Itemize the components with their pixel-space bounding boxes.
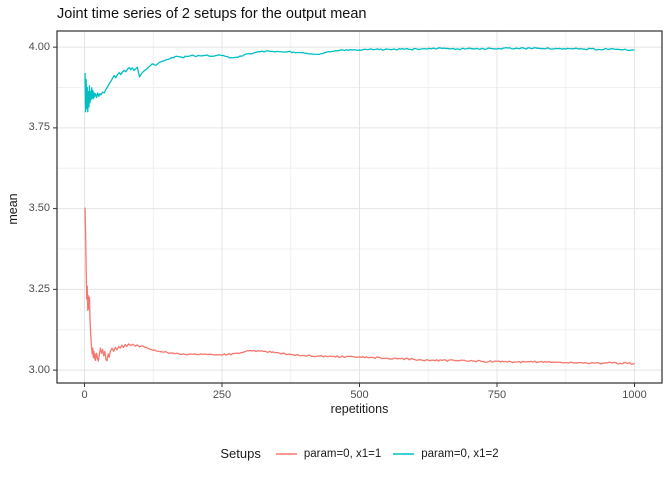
x-tick-label: 750	[487, 389, 507, 401]
legend-label: param=0, x1=1	[303, 447, 382, 460]
x-tick-label: 500	[350, 389, 369, 401]
y-tick-label: 3.25	[28, 282, 50, 295]
series-line-2	[84, 47, 635, 113]
x-tick-label: 1000	[622, 389, 647, 401]
chart-title: Joint time series of 2 setups for the ou…	[57, 6, 367, 22]
legend-item-setup-2: param=0, x1=2	[393, 447, 499, 461]
x-tick-label: 250	[212, 389, 232, 401]
series-line-1	[84, 207, 635, 365]
legend-title: Setups	[220, 446, 261, 461]
y-tick-label: 3.75	[28, 121, 50, 134]
legend-label: param=0, x1=2	[421, 447, 499, 460]
legend-key-line-icon	[275, 452, 297, 455]
y-tick-label: 4.00	[28, 40, 50, 53]
legend-key-line-icon	[393, 452, 415, 455]
y-tick-label: 3.50	[28, 202, 50, 215]
y-tick-label: 3.00	[28, 363, 50, 376]
legend: Setups param=0, x1=1 param=0, x1=2	[57, 444, 662, 463]
x-tick-label: 0	[81, 389, 88, 401]
x-axis-title: repetitions	[330, 402, 389, 416]
legend-item-setup-1: param=0, x1=1	[275, 447, 382, 461]
